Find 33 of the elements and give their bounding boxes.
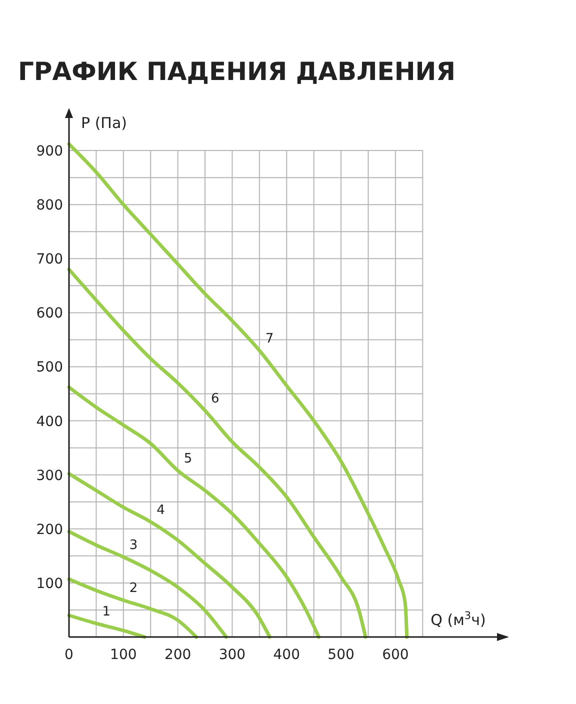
x-tick-label: 0 <box>64 647 74 663</box>
line-series <box>67 577 198 639</box>
y-tick-label: 100 <box>36 576 63 592</box>
line-series <box>67 142 409 639</box>
series-label: 5 <box>184 452 192 467</box>
x-tick-label: 400 <box>273 647 300 663</box>
y-tick-label: 400 <box>36 414 63 430</box>
x-tick-label: 500 <box>328 647 354 663</box>
y-tick-label: 200 <box>36 522 63 538</box>
series-label: 6 <box>211 392 220 407</box>
series-label: 2 <box>129 581 138 596</box>
series-label: 4 <box>156 502 165 518</box>
y-tick-label: 600 <box>36 306 63 322</box>
line-series <box>67 472 272 639</box>
y-tick-label: 800 <box>36 198 63 214</box>
line-series <box>67 268 368 639</box>
series-label: 3 <box>129 538 138 554</box>
y-tick-label: 700 <box>36 252 63 268</box>
x-tick-label: 200 <box>164 647 192 663</box>
x-axis-title: Q (м$^{3}$ч) <box>430 610 486 629</box>
line-series <box>67 614 146 639</box>
y-tick-label: 300 <box>36 468 63 484</box>
x-tick-label: 100 <box>110 647 137 663</box>
x-tick-label: 600 <box>382 647 409 663</box>
y-tick-label: 500 <box>36 360 63 376</box>
series-label: 1 <box>102 604 110 620</box>
line-series <box>67 530 228 639</box>
line-series <box>67 386 320 639</box>
chart-title: ГРАФИК ПАДЕНИЯ ДАВЛЕНИЯ <box>18 57 456 86</box>
x-tick-label: 300 <box>218 647 246 663</box>
y-axis-title: P (Па) <box>81 114 127 132</box>
y-tick-label: 900 <box>36 144 63 160</box>
series-label: 7 <box>265 332 274 347</box>
